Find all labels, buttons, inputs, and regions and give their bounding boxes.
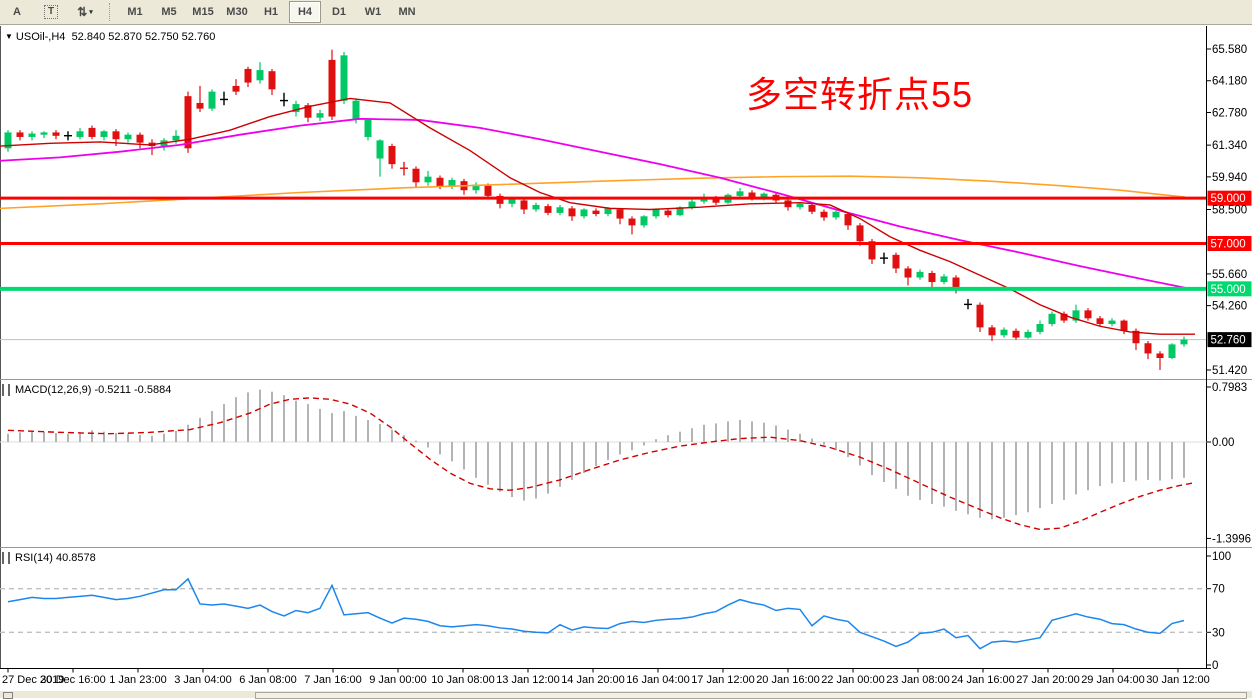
svg-text:55.660: 55.660 [1212,269,1247,281]
svg-text:1 Jan 23:00: 1 Jan 23:00 [109,674,167,686]
timeframe-m5-button[interactable]: M5 [161,6,177,18]
panel-grip-icon[interactable] [2,384,10,396]
svg-text:62.780: 62.780 [1212,107,1247,119]
svg-text:55.000: 55.000 [1211,284,1246,296]
timeframe-d1-button[interactable]: D1 [331,6,347,18]
svg-text:100: 100 [1212,551,1231,563]
timeframe-m1-button[interactable]: M1 [127,6,143,18]
svg-text:59.940: 59.940 [1212,172,1247,184]
svg-text:20 Jan 16:00: 20 Jan 16:00 [756,674,820,686]
timeframe-h1-button[interactable]: H1 [263,6,279,18]
svg-text:24 Jan 16:00: 24 Jan 16:00 [951,674,1015,686]
svg-text:54.260: 54.260 [1212,301,1247,313]
svg-text:3 Jan 04:00: 3 Jan 04:00 [174,674,232,686]
letter-a-icon: A [13,6,21,18]
chevron-down-icon: ▾ [89,9,93,16]
svg-text:9 Jan 00:00: 9 Jan 00:00 [369,674,427,686]
svg-text:10 Jan 08:00: 10 Jan 08:00 [431,674,495,686]
svg-text:61.340: 61.340 [1212,140,1247,152]
svg-text:7 Jan 16:00: 7 Jan 16:00 [304,674,362,686]
svg-text:14 Jan 20:00: 14 Jan 20:00 [561,674,625,686]
rsi-label-text: RSI(14) 40.8578 [15,552,96,564]
symbol-label: USOil-,H4 [15,31,66,43]
text-label-button[interactable]: T [35,1,67,23]
macd-indicator-label: MACD(12,26,9) -0.5211 -0.5884 [2,384,171,396]
svg-text:30 Dec 16:00: 30 Dec 16:00 [40,674,105,686]
svg-text:16 Jan 04:00: 16 Jan 04:00 [626,674,690,686]
svg-text:0.7983: 0.7983 [1212,382,1247,394]
svg-text:-1.3996: -1.3996 [1212,533,1251,545]
svg-text:65.580: 65.580 [1212,44,1247,56]
ohlc-values: 52.840 52.870 52.750 52.760 [71,31,216,43]
chart-annotation-text: 多空转折点55 [746,74,974,115]
arrange-objects-button[interactable]: ⇅ ▾ [69,1,101,23]
panel-grip-icon[interactable] [2,552,10,564]
svg-text:52.760: 52.760 [1211,335,1246,347]
svg-text:23 Jan 08:00: 23 Jan 08:00 [886,674,950,686]
timeframe-m30-button[interactable]: M30 [226,6,248,18]
annotate-text-button[interactable]: A [1,1,33,23]
toolbar: A T ⇅ ▾ M1 M5 M15 M30 H1 H4 D1 W1 MN [0,0,1252,25]
svg-text:22 Jan 00:00: 22 Jan 00:00 [821,674,885,686]
text-box-icon: T [43,5,59,19]
svg-text:59.000: 59.000 [1211,193,1246,205]
rsi-indicator-label: RSI(14) 40.8578 [2,552,96,564]
svg-text:30 Jan 12:00: 30 Jan 12:00 [1146,674,1210,686]
chart-canvas[interactable]: 59.000 57.000 55.000 52.760 65.580 64.180 62.7… [0,26,1252,690]
svg-text:64.180: 64.180 [1212,76,1247,88]
svg-text:58.500: 58.500 [1212,205,1247,217]
svg-text:30: 30 [1212,627,1225,639]
svg-text:17 Jan 12:00: 17 Jan 12:00 [691,674,755,686]
svg-text:70: 70 [1212,584,1225,596]
chart-title: ▼ USOil-,H4 52.840 52.870 52.750 52.760 [5,31,215,43]
timeframe-w1-button[interactable]: W1 [364,6,382,18]
bottom-strip [0,690,1252,699]
svg-text:29 Jan 04:00: 29 Jan 04:00 [1081,674,1145,686]
svg-text:0: 0 [1212,660,1218,672]
timeframe-m15-button[interactable]: M15 [192,6,214,18]
svg-text:6 Jan 08:00: 6 Jan 08:00 [239,674,297,686]
collapse-triangle-icon[interactable]: ▼ [5,32,13,41]
timeframe-h4-button[interactable]: H4 [289,1,321,23]
svg-text:27 Dec 2019: 27 Dec 2019 [2,674,64,686]
toolbar-separator [109,3,113,21]
timeframe-mn-button[interactable]: MN [398,6,416,18]
svg-text:27 Jan 20:00: 27 Jan 20:00 [1016,674,1080,686]
macd-label-text: MACD(12,26,9) -0.5211 -0.5884 [15,384,172,396]
svg-text:57.000: 57.000 [1211,239,1246,251]
svg-text:13 Jan 12:00: 13 Jan 12:00 [496,674,560,686]
arrows-icon: ⇅ [77,5,88,19]
svg-text:51.420: 51.420 [1212,365,1247,377]
svg-text:0.00: 0.00 [1212,437,1234,449]
